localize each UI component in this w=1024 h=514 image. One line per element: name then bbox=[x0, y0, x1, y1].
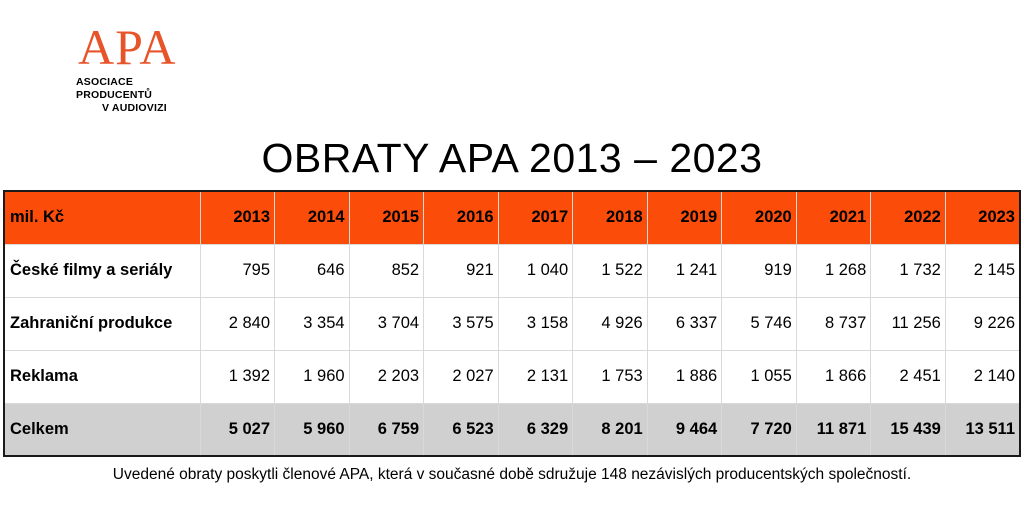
year-header: 2021 bbox=[795, 190, 872, 245]
table-cell: 2 027 bbox=[423, 349, 499, 404]
year-header: 2019 bbox=[646, 190, 723, 245]
table-cell: 1 866 bbox=[795, 349, 872, 404]
table-cell: 1 055 bbox=[721, 349, 797, 404]
total-row: Celkem 5 027 5 960 6 759 6 523 6 329 8 2… bbox=[3, 402, 1021, 457]
table-cell: 1 522 bbox=[572, 243, 648, 298]
table-cell: 11 256 bbox=[870, 296, 946, 351]
row-label: Reklama bbox=[3, 349, 201, 404]
page-title: OBRATY APA 2013 – 2023 bbox=[261, 135, 763, 182]
row-label: České filmy a seriály bbox=[3, 243, 201, 298]
year-header: 2022 bbox=[870, 190, 946, 245]
logo-text-line1: ASOCIACE PRODUCENTŮ bbox=[76, 76, 153, 101]
table-cell: 1 960 bbox=[274, 349, 350, 404]
year-header: 2023 bbox=[944, 190, 1021, 245]
year-header: 2014 bbox=[274, 190, 350, 245]
table-cell: 919 bbox=[721, 243, 797, 298]
table-cell: 1 753 bbox=[572, 349, 648, 404]
table-cell: 9 226 bbox=[944, 296, 1021, 351]
revenue-table: mil. Kč 2013 2014 2015 2016 2017 2018 20… bbox=[3, 190, 1021, 457]
year-header: 2016 bbox=[423, 190, 499, 245]
table-cell: 3 575 bbox=[423, 296, 499, 351]
total-cell: 5 960 bbox=[274, 402, 350, 457]
table-cell: 3 704 bbox=[348, 296, 425, 351]
total-label: Celkem bbox=[3, 402, 201, 457]
table-cell: 3 354 bbox=[274, 296, 350, 351]
table-cell: 1 040 bbox=[497, 243, 574, 298]
table-cell: 1 886 bbox=[646, 349, 723, 404]
unit-label: mil. Kč bbox=[3, 190, 201, 245]
total-cell: 11 871 bbox=[795, 402, 872, 457]
year-header: 2013 bbox=[199, 190, 276, 245]
table-cell: 852 bbox=[348, 243, 425, 298]
table-cell: 2 840 bbox=[199, 296, 276, 351]
table-row: Zahraniční produkce 2 840 3 354 3 704 3 … bbox=[3, 296, 1021, 351]
table-header-row: mil. Kč 2013 2014 2015 2016 2017 2018 20… bbox=[3, 190, 1021, 245]
table-cell: 1 392 bbox=[199, 349, 276, 404]
table-cell: 1 241 bbox=[646, 243, 723, 298]
total-cell: 6 523 bbox=[423, 402, 499, 457]
year-header: 2018 bbox=[572, 190, 648, 245]
year-header: 2020 bbox=[721, 190, 797, 245]
total-cell: 13 511 bbox=[944, 402, 1021, 457]
table-row: Reklama 1 392 1 960 2 203 2 027 2 131 1 … bbox=[3, 349, 1021, 404]
table-cell: 2 140 bbox=[944, 349, 1021, 404]
table-row: České filmy a seriály 795 646 852 921 1 … bbox=[3, 243, 1021, 298]
table-cell: 2 451 bbox=[870, 349, 946, 404]
table-cell: 646 bbox=[274, 243, 350, 298]
table-cell: 6 337 bbox=[646, 296, 723, 351]
logo-text-line2: V AUDIOVIZI bbox=[102, 102, 167, 114]
table-cell: 5 746 bbox=[721, 296, 797, 351]
total-cell: 6 759 bbox=[348, 402, 425, 457]
total-cell: 8 201 bbox=[572, 402, 648, 457]
year-header: 2017 bbox=[497, 190, 574, 245]
table-cell: 1 732 bbox=[870, 243, 946, 298]
table-cell: 2 145 bbox=[944, 243, 1021, 298]
total-cell: 15 439 bbox=[870, 402, 946, 457]
table-cell: 795 bbox=[199, 243, 276, 298]
table-cell: 8 737 bbox=[795, 296, 872, 351]
apa-logo: APA ASOCIACE PRODUCENTŮ V AUDIOVIZI bbox=[76, 22, 206, 115]
logo-mark: APA bbox=[78, 19, 177, 75]
year-header: 2015 bbox=[348, 190, 425, 245]
total-cell: 7 720 bbox=[721, 402, 797, 457]
total-cell: 5 027 bbox=[199, 402, 276, 457]
total-cell: 6 329 bbox=[497, 402, 574, 457]
footnote: Uvedené obraty poskytli členové APA, kte… bbox=[112, 466, 912, 483]
table-cell: 3 158 bbox=[497, 296, 574, 351]
row-label: Zahraniční produkce bbox=[3, 296, 201, 351]
table-cell: 2 131 bbox=[497, 349, 574, 404]
table-cell: 1 268 bbox=[795, 243, 872, 298]
table-cell: 2 203 bbox=[348, 349, 425, 404]
table-cell: 921 bbox=[423, 243, 499, 298]
total-cell: 9 464 bbox=[646, 402, 723, 457]
table-cell: 4 926 bbox=[572, 296, 648, 351]
